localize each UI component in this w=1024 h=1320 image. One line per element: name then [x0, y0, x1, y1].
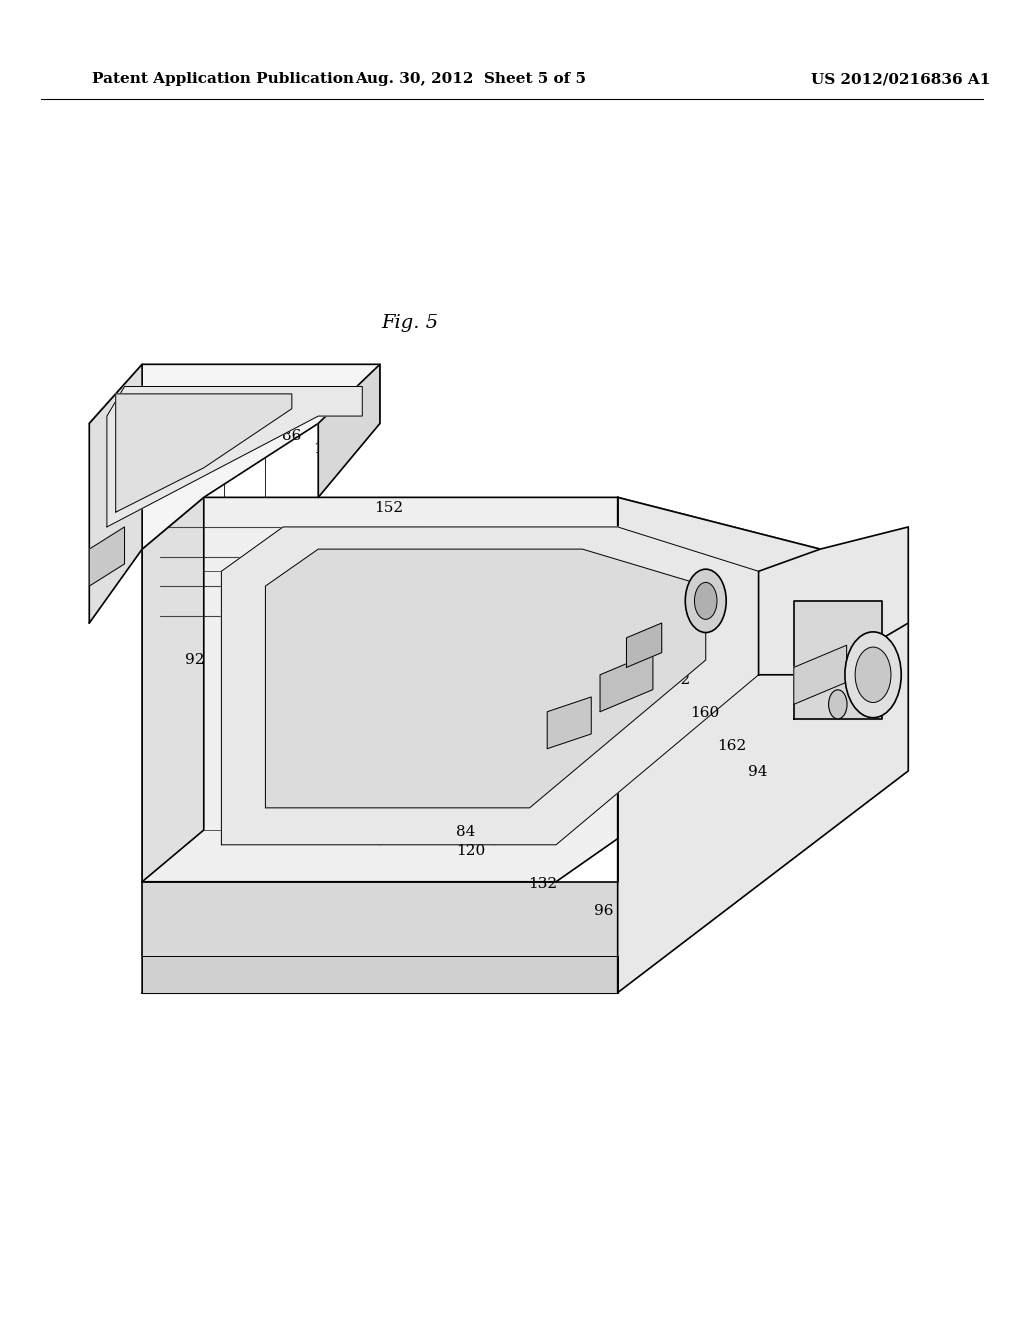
Text: 84: 84	[457, 825, 475, 838]
Text: 162: 162	[718, 739, 746, 752]
Polygon shape	[89, 364, 380, 549]
Polygon shape	[116, 393, 292, 512]
Text: 154: 154	[283, 667, 311, 680]
Polygon shape	[265, 549, 706, 808]
Text: 82: 82	[600, 634, 618, 647]
Text: 112: 112	[662, 673, 690, 686]
Text: US 2012/0216836 A1: US 2012/0216836 A1	[811, 73, 991, 86]
Polygon shape	[106, 387, 362, 527]
Ellipse shape	[685, 569, 726, 632]
Text: 94: 94	[748, 766, 768, 779]
Ellipse shape	[694, 582, 717, 619]
Polygon shape	[89, 527, 125, 586]
Text: Patent Application Publication: Patent Application Publication	[92, 73, 354, 86]
Text: 150: 150	[313, 442, 342, 455]
Text: 92: 92	[184, 653, 205, 667]
Polygon shape	[89, 364, 142, 623]
Polygon shape	[759, 527, 908, 675]
Polygon shape	[142, 882, 617, 993]
Text: 132: 132	[528, 878, 557, 891]
Polygon shape	[318, 364, 380, 498]
Text: Fig. 5: Fig. 5	[381, 314, 438, 333]
Text: 88: 88	[119, 449, 137, 462]
Polygon shape	[794, 601, 882, 719]
Text: 152: 152	[375, 502, 403, 515]
Polygon shape	[547, 697, 591, 748]
Polygon shape	[794, 645, 847, 705]
Ellipse shape	[828, 690, 847, 719]
Polygon shape	[142, 498, 204, 882]
Polygon shape	[617, 498, 908, 993]
Polygon shape	[142, 498, 820, 882]
Text: 90: 90	[512, 587, 532, 601]
Text: 80: 80	[539, 554, 557, 568]
Ellipse shape	[845, 632, 901, 718]
Text: 96: 96	[594, 904, 614, 917]
Text: Aug. 30, 2012  Sheet 5 of 5: Aug. 30, 2012 Sheet 5 of 5	[355, 73, 587, 86]
Polygon shape	[221, 527, 759, 845]
Text: 120: 120	[457, 845, 485, 858]
Text: 86: 86	[283, 429, 301, 442]
Text: 160: 160	[690, 706, 719, 719]
Polygon shape	[600, 652, 653, 711]
Polygon shape	[142, 956, 617, 993]
Ellipse shape	[855, 647, 891, 702]
Polygon shape	[627, 623, 662, 668]
